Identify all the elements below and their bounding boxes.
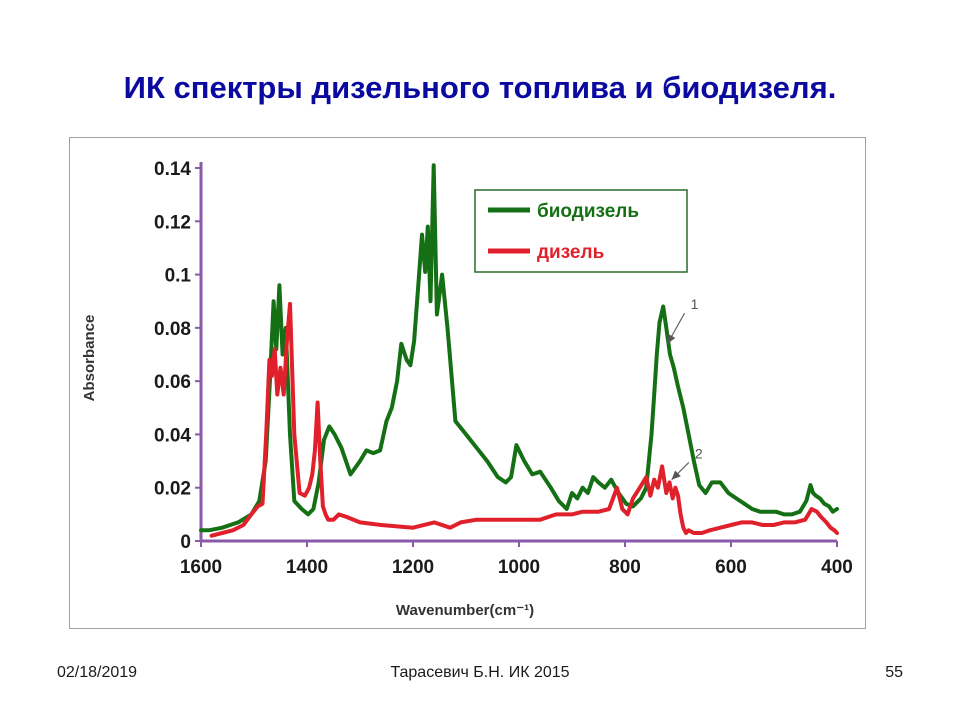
y-tick-label: 0.1 [165, 266, 192, 287]
legend-label-diesel: дизель [537, 242, 604, 263]
x-tick-label: 1400 [286, 557, 328, 578]
x-tick-label: 1000 [498, 557, 540, 578]
y-tick-label: 0.12 [154, 212, 191, 233]
y-tick-label: 0.14 [154, 159, 191, 180]
series-lines [199, 163, 839, 538]
y-tick-label: 0.08 [154, 319, 191, 340]
slide-title: ИК спектры дизельного топлива и биодизел… [123, 70, 837, 105]
y-tick-label: 0.04 [154, 425, 191, 446]
annotation-2: 2 [671, 445, 703, 481]
annotation-1: 1 [666, 296, 699, 345]
x-tick-label: 800 [609, 557, 641, 578]
series-line-diesel [209, 301, 839, 538]
legend: биодизель дизель [474, 189, 688, 273]
x-tick-label: 1200 [392, 557, 434, 578]
annotation-arrow-head [667, 334, 676, 344]
x-tick-label: 400 [821, 557, 853, 578]
footer-page-number: 55 [885, 664, 903, 681]
annotations: 12 [666, 296, 703, 481]
annotation-label: 1 [691, 296, 699, 312]
legend-label-biodiesel: биодизель [537, 201, 639, 222]
footer-date: 02/18/2019 [57, 664, 138, 681]
y-tick-label: 0 [180, 532, 191, 553]
footer-author: Тарасевич Б.Н. ИК 2015 [390, 664, 570, 681]
y-tick-label: 0.06 [154, 372, 191, 393]
x-axis-title: Wavenumber(cm⁻¹) [396, 602, 534, 619]
x-tick-label: 600 [715, 557, 747, 578]
y-axis-title: Absorbance [81, 315, 98, 402]
annotation-arrow-head [671, 470, 681, 480]
x-tick-label: 1600 [180, 557, 222, 578]
legend-box [474, 189, 688, 273]
chart-frame: 0 0.02 0.04 0.06 0.08 0.1 0.12 0.14 1600 1400 1200… [69, 137, 866, 629]
y-tick-label: 0.02 [154, 479, 191, 500]
series-line-biodiesel [199, 163, 839, 533]
annotation-label: 2 [695, 445, 703, 461]
